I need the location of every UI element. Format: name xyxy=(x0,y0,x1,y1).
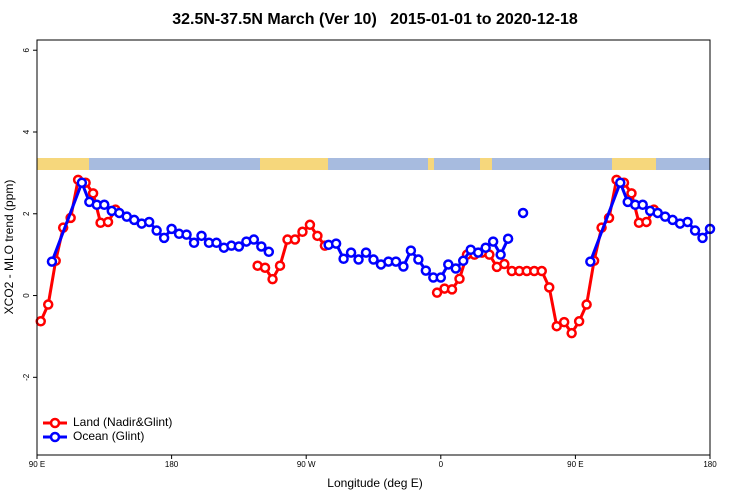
data-point xyxy=(196,230,207,242)
data-point xyxy=(99,199,110,211)
data-point xyxy=(443,259,454,270)
data-point xyxy=(102,216,114,228)
x-axis-label: Longitude (deg E) xyxy=(327,476,422,490)
data-point xyxy=(543,282,555,293)
data-point xyxy=(626,188,637,199)
data-point xyxy=(581,299,592,310)
data-point xyxy=(297,226,308,238)
legend-marker xyxy=(49,431,61,443)
data-point xyxy=(274,260,286,271)
land-ocean-strip xyxy=(37,158,710,170)
data-point xyxy=(345,247,357,258)
data-point xyxy=(76,177,88,188)
data-point xyxy=(573,316,585,327)
data-point xyxy=(495,249,506,260)
data-point xyxy=(499,258,510,270)
x-tick-label: 90 E xyxy=(567,460,583,469)
x-tick-label: 90 E xyxy=(29,460,45,469)
y-tick-label: -2 xyxy=(22,373,31,381)
data-point xyxy=(248,234,260,245)
data-point xyxy=(420,265,432,276)
data-point xyxy=(267,273,278,285)
land-strip xyxy=(612,158,656,170)
data-point xyxy=(360,247,372,258)
data-point xyxy=(35,316,46,327)
data-point xyxy=(431,287,443,298)
data-point xyxy=(259,262,271,273)
legend-marker xyxy=(49,417,61,429)
data-point xyxy=(682,216,693,228)
legend-label: Ocean (Glint) xyxy=(73,429,144,443)
data-point xyxy=(390,256,402,267)
chart-title: 32.5N-37.5N March (Ver 10) 2015-01-01 to… xyxy=(172,11,578,28)
data-point xyxy=(472,247,484,258)
data-point xyxy=(233,241,245,252)
x-tick-label: 0 xyxy=(439,460,444,469)
plot-frame xyxy=(36,39,711,456)
data-point xyxy=(558,316,570,328)
land-strip xyxy=(260,158,328,170)
data-point xyxy=(457,255,469,267)
data-point xyxy=(87,188,99,199)
data-point xyxy=(304,219,316,231)
data-point xyxy=(551,320,562,332)
data-point xyxy=(42,299,54,310)
data-point xyxy=(312,230,323,242)
y-tick-label: 0 xyxy=(22,293,31,298)
data-point xyxy=(615,177,626,188)
data-point xyxy=(487,236,499,247)
data-point xyxy=(536,265,547,277)
data-point xyxy=(398,261,409,272)
data-point xyxy=(263,246,275,258)
data-point xyxy=(330,238,342,249)
data-point xyxy=(502,233,514,244)
legend-label: Land (Nadir&Glint) xyxy=(73,415,172,429)
data-point xyxy=(585,256,596,267)
data-point xyxy=(480,242,491,253)
data-point xyxy=(289,234,301,245)
data-point xyxy=(413,254,424,265)
y-tick-label: 4 xyxy=(22,129,31,134)
data-point xyxy=(435,272,447,283)
y-tick-label: 6 xyxy=(22,47,31,52)
data-point xyxy=(211,237,222,249)
data-point xyxy=(188,237,200,249)
data-point xyxy=(517,207,529,219)
land-strip xyxy=(480,158,492,170)
x-tick-label: 180 xyxy=(703,460,717,469)
data-point xyxy=(353,254,364,265)
x-tick-label: 180 xyxy=(165,460,179,469)
data-point xyxy=(446,284,458,295)
plot-area xyxy=(35,174,716,339)
ocean-strip xyxy=(37,158,710,170)
data-point xyxy=(46,256,58,267)
data-point xyxy=(151,225,162,236)
data-point xyxy=(338,253,349,264)
data-point xyxy=(454,273,465,285)
data-point xyxy=(689,225,701,236)
data-point xyxy=(405,245,417,256)
data-point xyxy=(158,232,170,244)
data-point xyxy=(256,241,267,252)
data-point xyxy=(143,216,155,228)
data-point xyxy=(181,229,192,240)
data-point xyxy=(566,327,577,339)
x-tick-label: 90 W xyxy=(297,460,316,469)
data-point xyxy=(450,263,462,274)
data-point xyxy=(637,199,648,211)
y-axis-label: XCO2 - MLO trend (ppm) xyxy=(2,180,16,315)
data-point xyxy=(166,223,177,235)
land-strip xyxy=(428,158,434,170)
data-point xyxy=(368,254,379,265)
data-point xyxy=(641,216,652,228)
data-point xyxy=(697,232,708,244)
y-tick-label: 2 xyxy=(22,211,31,216)
land-strip xyxy=(37,158,89,170)
